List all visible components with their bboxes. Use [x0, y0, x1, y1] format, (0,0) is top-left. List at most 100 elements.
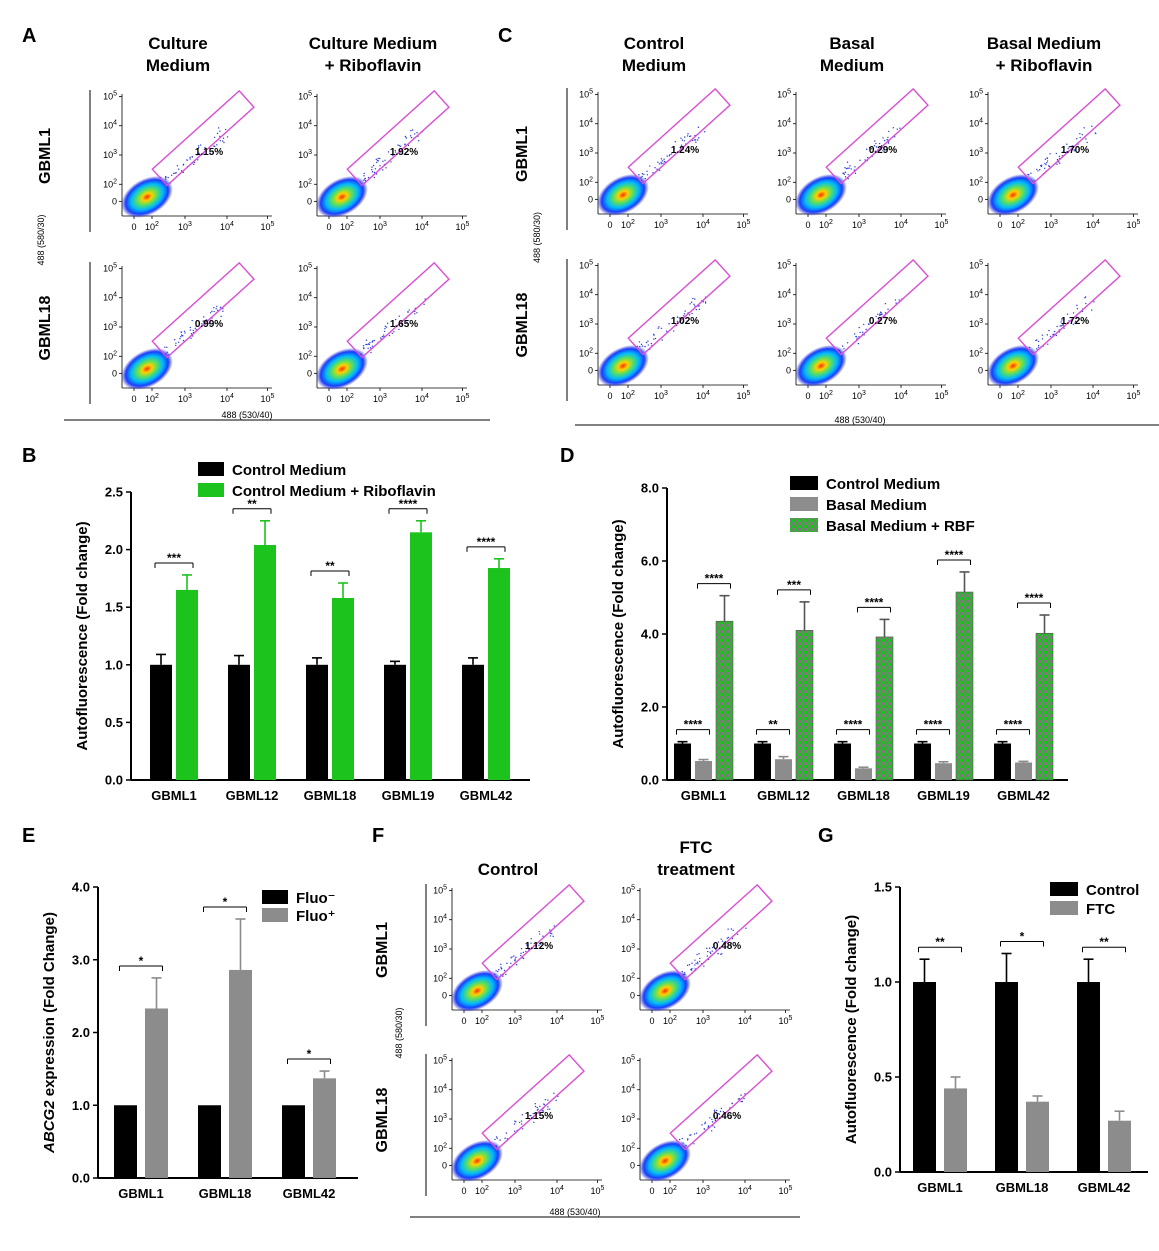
flow-event-dot	[706, 947, 708, 950]
flow-event-dot	[694, 139, 697, 141]
flow-event-dot	[846, 161, 849, 163]
flow-event-dot	[513, 955, 515, 957]
flow-event-dot	[709, 1117, 711, 1119]
flow-event-dot	[510, 957, 512, 959]
flow-event-dot	[1045, 163, 1047, 166]
flow-x-tick-label: 104	[220, 221, 234, 232]
panel-label-d: D	[560, 445, 574, 467]
x-category-label: GBML18	[304, 788, 357, 803]
flow-x-tick-label: 0	[649, 1186, 654, 1196]
flow-event-dot	[173, 172, 175, 175]
flow-event-dot	[676, 320, 679, 323]
flow-event-dot	[887, 142, 890, 144]
flow-event-dot	[224, 128, 227, 131]
flow-event-dot	[683, 313, 686, 315]
flow-event-dot	[514, 959, 516, 962]
flow-event-dot	[536, 1109, 539, 1111]
flow-event-dot	[497, 971, 499, 973]
flow-event-dot	[741, 1100, 744, 1103]
flow-event-dot	[849, 165, 851, 167]
flow-y-axis-label: 488 (580/30)	[394, 1007, 404, 1058]
flow-event-dot	[853, 333, 856, 335]
flow-event-dot	[713, 1109, 716, 1111]
flow-event-dot	[1084, 296, 1087, 298]
significance-label: ****	[945, 548, 964, 562]
flow-density-blob	[597, 173, 649, 216]
flow-event-dot	[865, 328, 867, 331]
panel-label-b: B	[22, 445, 36, 467]
flow-event-dot	[1076, 304, 1078, 307]
flow-event-dot	[670, 153, 673, 155]
flow-event-dot	[1058, 155, 1061, 158]
bar	[944, 1088, 967, 1172]
flow-event-dot	[175, 344, 177, 347]
legend: Fluo⁻Fluo⁺	[262, 890, 336, 925]
flow-event-dot	[410, 129, 412, 132]
flow-event-dot	[216, 305, 218, 308]
flow-event-dot	[510, 962, 512, 965]
flow-event-dot	[1041, 338, 1044, 340]
legend-swatch	[1050, 901, 1078, 915]
flow-event-dot	[1043, 167, 1046, 169]
flow-event-dot	[899, 127, 901, 129]
flow-density-blob	[316, 175, 368, 218]
flow-event-dot	[693, 139, 696, 141]
flow-event-dot	[884, 302, 887, 305]
flow-event-dot	[658, 163, 661, 165]
flow-event-dot	[704, 1122, 706, 1125]
flow-event-dot	[676, 316, 679, 318]
flow-event-dot	[680, 137, 682, 139]
flow-event-dot	[393, 331, 395, 333]
flow-y-tick-label: 0	[630, 990, 635, 1000]
flow-event-dot	[666, 155, 668, 157]
flow-y-tick-label: 103	[298, 149, 312, 160]
flow-event-dot	[398, 328, 400, 331]
bar	[488, 568, 510, 780]
flow-x-tick-label: 0	[326, 222, 331, 232]
flow-gate	[481, 883, 585, 981]
flow-y-tick-label: 102	[433, 1142, 447, 1153]
panel-label-g: G	[818, 825, 834, 847]
flow-event-dot	[1083, 127, 1085, 129]
legend: Control FTC	[1050, 882, 1139, 918]
flow-event-dot	[213, 306, 215, 309]
flow-event-dot	[868, 146, 871, 149]
y-tick-label: 1.0	[72, 1098, 90, 1113]
flow-event-dot	[1079, 132, 1081, 135]
flow-event-dot	[883, 139, 886, 142]
flow-event-dot	[681, 139, 684, 141]
flow-y-tick-label: 104	[969, 118, 983, 129]
flow-event-dot	[649, 165, 651, 167]
flow-event-dot	[1036, 348, 1038, 350]
flow-plot: 105 104 103 102 0 0 102 103 104 105 0.48%	[621, 883, 793, 1026]
flow-event-dot	[214, 145, 216, 148]
flow-event-dot	[696, 953, 698, 956]
flow-gate-percent: 1.72%	[1061, 316, 1089, 327]
x-category-label: GBML42	[460, 788, 513, 803]
flow-x-tick-label: 105	[591, 1015, 605, 1026]
bar	[855, 768, 872, 780]
flow-event-dot	[743, 1097, 745, 1100]
flow-gate-percent: 0.29%	[869, 145, 897, 156]
flow-event-dot	[844, 171, 847, 173]
flow-event-dot	[690, 135, 692, 137]
significance-label: ****	[1004, 718, 1023, 732]
flow-event-dot	[385, 167, 387, 169]
flow-event-dot	[165, 175, 167, 178]
flow-event-dot	[197, 146, 200, 149]
flow-event-dot	[690, 301, 693, 303]
flow-event-dot	[1081, 133, 1083, 136]
flow-event-dot	[684, 310, 686, 312]
bar	[114, 1105, 137, 1178]
flow-density-blob	[795, 173, 847, 216]
flow-y-tick-label: 105	[969, 88, 983, 99]
flow-event-dot	[684, 136, 686, 138]
flow-event-dot	[647, 344, 649, 346]
flow-x-tick-label: 104	[696, 390, 710, 401]
flow-event-dot	[856, 337, 858, 339]
flow-event-dot	[694, 964, 696, 966]
flow-gate	[825, 258, 929, 356]
flow-x-tick-label: 103	[508, 1185, 522, 1196]
flow-event-dot	[219, 306, 222, 309]
flow-x-tick-label: 104	[220, 393, 234, 404]
